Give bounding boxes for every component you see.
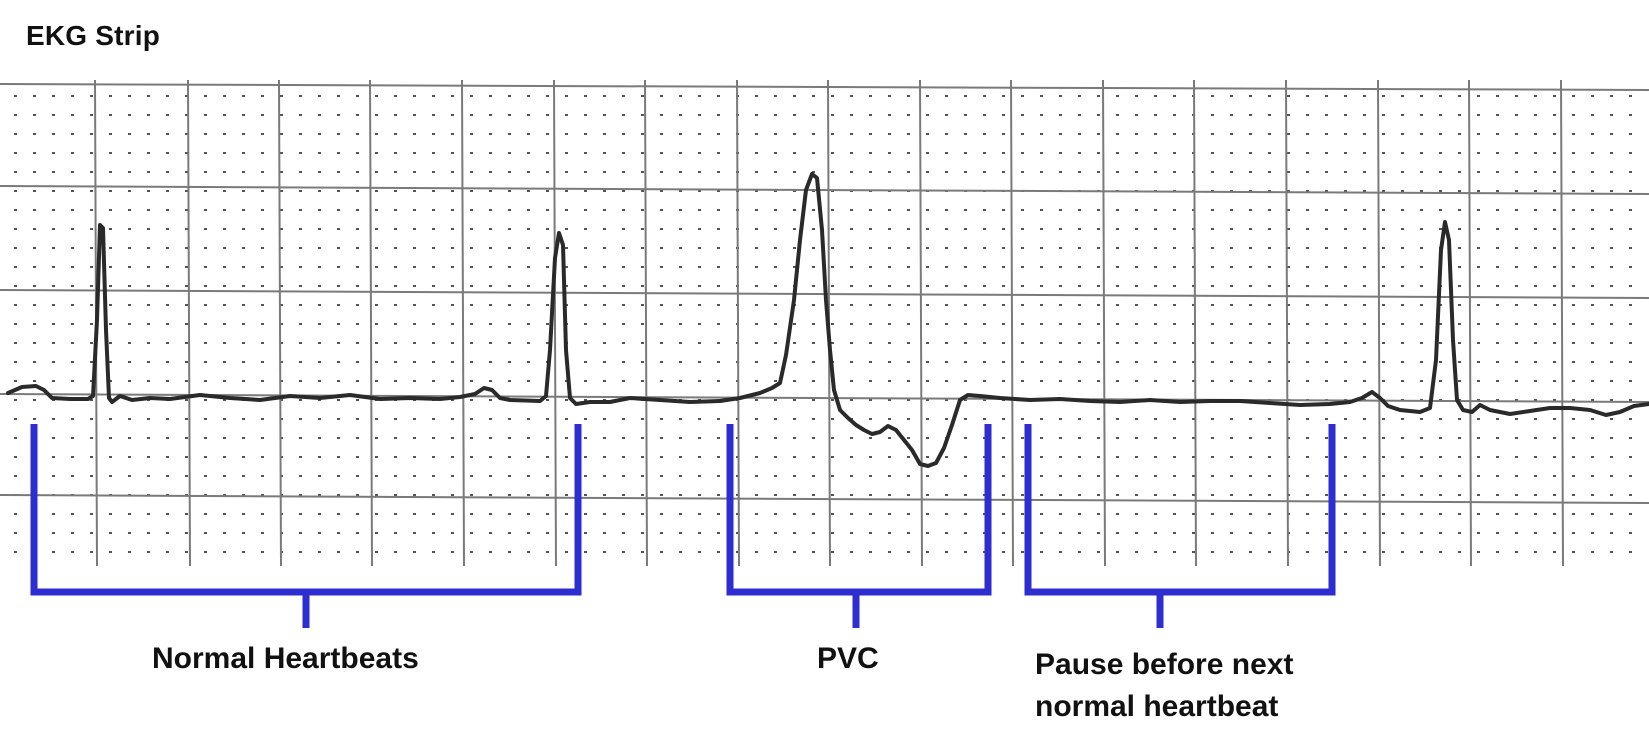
grid-major-vline [461, 79, 465, 567]
pause-bracket [1024, 424, 1336, 628]
grid-major-vline [1102, 79, 1106, 567]
grid-lines [0, 79, 1649, 567]
grid-major-hline [0, 185, 1649, 195]
grid-major-vline [553, 79, 557, 567]
grid-major-vline [1468, 79, 1472, 567]
pause-label-line1: Pause before next [1035, 648, 1294, 681]
grid-major-vline [1377, 79, 1381, 567]
pause-label-line2: normal heartbeat [1035, 690, 1279, 723]
grid-major-vline [278, 79, 282, 567]
grid-major-hline [0, 83, 1649, 91]
grid-dot-pattern [14, 95, 1632, 553]
grid-major-vline [644, 79, 648, 567]
normal-heartbeats-bracket [30, 424, 582, 628]
grid-major-vline [736, 79, 740, 567]
grid-major-vline [369, 79, 373, 567]
grid-major-vline [1193, 79, 1197, 567]
normal-heartbeats-label: Normal Heartbeats [152, 642, 419, 675]
pause-label: Pause before next normal heartbeat [1035, 644, 1293, 728]
grid-major-vline [1560, 79, 1564, 567]
grid-major-vline [1010, 79, 1014, 567]
grid-dots [14, 95, 1632, 553]
grid-major-hline [0, 494, 1649, 504]
strip-title: EKG Strip [26, 20, 161, 51]
pvc-bracket [726, 424, 992, 628]
ekg-trace [6, 172, 1649, 468]
grid-major-vline [187, 79, 191, 567]
pvc-label: PVC [817, 642, 879, 675]
grid-major-vline [1285, 79, 1289, 567]
grid-major-vline [919, 79, 923, 567]
grid-major-hline [0, 393, 1649, 403]
